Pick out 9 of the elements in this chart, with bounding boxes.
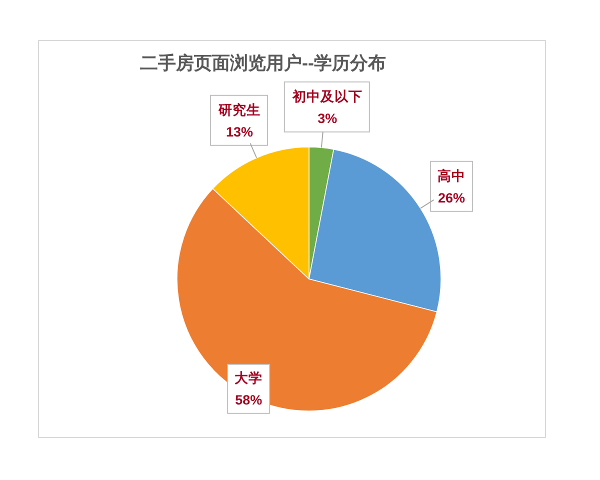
slice-label: 研究生 (217, 101, 260, 118)
slice-label: 大学 (234, 370, 263, 386)
data-label: 13% (226, 124, 253, 140)
data-label: 58% (235, 392, 262, 408)
slice-label: 初中及以下 (291, 88, 362, 104)
slice-label: 高中 (438, 167, 466, 184)
data-label: 26% (438, 190, 466, 206)
data-label: 3% (318, 110, 338, 126)
title: 二手房页面浏览用户--学历分布 (140, 53, 386, 73)
